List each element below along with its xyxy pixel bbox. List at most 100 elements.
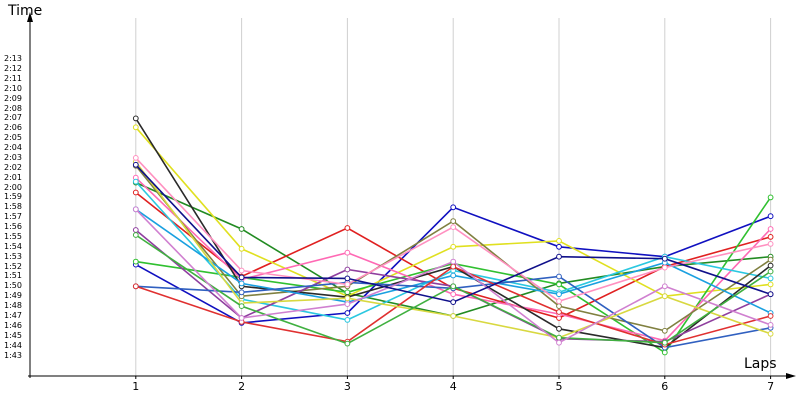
y-axis-title: Time: [8, 3, 43, 19]
data-point: [661, 255, 668, 262]
data-point: [767, 281, 774, 288]
y-tick-label: 2:01: [4, 172, 22, 182]
y-tick-label: 1:45: [4, 330, 22, 340]
data-point: [238, 289, 245, 296]
y-tick-label: 1:53: [4, 251, 22, 261]
data-point: [767, 194, 774, 201]
data-point: [344, 266, 351, 273]
y-tick-label: 1:52: [4, 261, 22, 271]
x-tick-label: 2: [238, 380, 246, 393]
y-tick-label: 1:55: [4, 231, 22, 241]
data-point: [132, 258, 139, 265]
y-tick-label: 2:07: [4, 113, 22, 123]
data-point: [767, 268, 774, 275]
y-tick-label: 1:50: [4, 281, 22, 291]
x-axis-title: Laps: [744, 356, 777, 372]
data-point: [238, 267, 245, 274]
data-point: [556, 273, 562, 280]
data-point: [238, 245, 245, 252]
y-tick-label: 2:00: [4, 182, 22, 192]
data-point: [238, 315, 245, 321]
data-point: [556, 243, 562, 250]
data-point: [767, 330, 774, 337]
x-tick-label: 7: [767, 380, 775, 393]
series-15: [132, 155, 774, 305]
data-point: [767, 226, 774, 232]
data-point: [132, 124, 139, 131]
data-point: [767, 241, 774, 247]
y-tick-label: 1:59: [4, 192, 22, 202]
data-point: [450, 299, 457, 306]
data-point: [556, 334, 562, 341]
data-point: [132, 178, 139, 185]
y-tick-label: 2:13: [4, 54, 22, 64]
y-tick-label: 2:02: [4, 162, 22, 172]
data-point: [344, 317, 351, 323]
data-point: [132, 283, 139, 290]
y-axis-arrow: [27, 12, 33, 22]
data-point: [238, 303, 245, 310]
data-point: [450, 313, 457, 319]
y-tick-label: 1:58: [4, 202, 22, 212]
gridlines: [135, 18, 772, 376]
y-tick-label: 1:47: [4, 310, 22, 320]
data-point: [661, 293, 668, 300]
data-point: [556, 325, 562, 332]
data-point: [767, 234, 774, 240]
data-point: [556, 281, 562, 288]
x-tick-label: 1: [132, 380, 140, 393]
data-point: [238, 226, 245, 232]
data-point: [450, 243, 457, 250]
data-point: [344, 275, 351, 282]
y-tick-label: 1:44: [4, 340, 22, 350]
data-point: [132, 155, 139, 161]
data-point: [556, 253, 562, 260]
y-tick-label: 1:57: [4, 212, 22, 222]
series-17: [132, 206, 774, 346]
x-tick-label: 4: [449, 380, 457, 393]
data-point: [344, 340, 351, 347]
y-tick-label: 2:12: [4, 63, 22, 73]
series-layer: [132, 115, 774, 356]
data-point: [767, 291, 774, 298]
data-point: [344, 295, 351, 302]
data-point: [132, 232, 139, 238]
data-point: [132, 206, 139, 213]
data-point: [450, 263, 457, 270]
data-point: [767, 313, 774, 319]
data-point: [344, 301, 351, 308]
data-point: [450, 224, 457, 231]
y-tick-label: 2:06: [4, 123, 22, 133]
data-point: [450, 272, 457, 279]
y-tick-label: 1:48: [4, 301, 22, 311]
y-tick-label: 2:11: [4, 73, 22, 83]
data-point: [238, 274, 245, 281]
data-point: [661, 339, 668, 346]
data-point: [344, 281, 351, 288]
data-point: [132, 189, 139, 196]
data-point: [767, 213, 774, 220]
data-point: [556, 291, 562, 298]
x-tick-label: 3: [343, 380, 351, 393]
x-tick-label: 6: [661, 380, 669, 393]
data-point: [556, 339, 562, 346]
data-point: [661, 327, 668, 334]
y-tick-label: 2:09: [4, 93, 22, 103]
data-point: [767, 256, 774, 263]
y-tick-label: 1:54: [4, 241, 22, 251]
y-tick-label: 2:08: [4, 103, 22, 113]
data-point: [132, 227, 139, 233]
y-tick-label: 1:56: [4, 222, 22, 232]
data-point: [767, 275, 774, 282]
data-point: [450, 258, 457, 265]
series-16: [132, 232, 774, 347]
data-point: [132, 115, 139, 122]
y-tick-label: 2:05: [4, 133, 22, 143]
y-tick-label: 2:10: [4, 83, 22, 93]
y-tick-label: 1:46: [4, 320, 22, 330]
x-tick-label: 5: [555, 380, 563, 393]
data-point: [767, 262, 774, 269]
data-point: [450, 291, 457, 298]
